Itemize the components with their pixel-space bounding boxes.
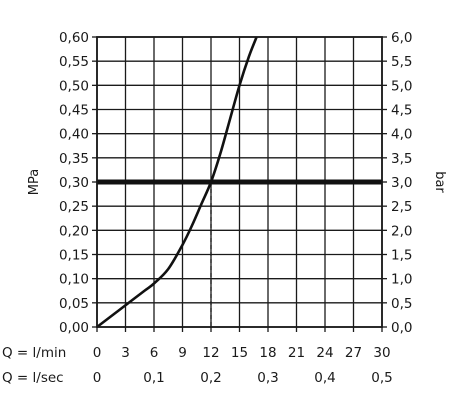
- y-tick-label-right-10: 5,0: [391, 78, 412, 94]
- y-tick-label-left-3: 0,15: [59, 248, 89, 264]
- y-tick-label-left-12: 0,60: [59, 30, 89, 46]
- x-tick-label-lmin-3: 9: [178, 345, 187, 361]
- x-tick-label-lmin-10: 30: [373, 345, 390, 361]
- x-tick-label-lmin-6: 18: [259, 345, 276, 361]
- y-tick-label-left-2: 0,10: [59, 272, 89, 288]
- y-tick-label-right-3: 1,5: [391, 248, 412, 264]
- y-tick-label-left-6: 0,30: [59, 175, 89, 191]
- y-axis-title-left: MPa: [27, 169, 42, 195]
- y-tick-label-left-11: 0,55: [59, 54, 89, 70]
- series-curve: [96, 36, 258, 329]
- x-tick-label-lmin-2: 6: [150, 345, 159, 361]
- y-tick-label-right-11: 5,5: [391, 54, 412, 70]
- y-tick-label-left-9: 0,45: [59, 103, 89, 119]
- y-tick-label-right-12: 6,0: [391, 30, 412, 46]
- x-tick-label-lmin-1: 3: [121, 345, 130, 361]
- x-tick-label-lsec-2: 0,2: [200, 370, 221, 386]
- y-tick-label-left-7: 0,35: [59, 151, 89, 167]
- y-tick-label-right-6: 3,0: [391, 175, 412, 191]
- y-tick-label-left-0: 0,00: [59, 320, 89, 336]
- y-tick-label-left-8: 0,40: [59, 127, 89, 143]
- y-tick-label-right-4: 2,0: [391, 223, 412, 239]
- x-tick-label-lsec-1: 0,1: [143, 370, 164, 386]
- tick-marks: [92, 36, 387, 332]
- y-axis-title-right: bar: [432, 171, 447, 193]
- x-tick-label-lmin-7: 21: [288, 345, 305, 361]
- reference-lines: [97, 179, 382, 327]
- y-tick-label-right-7: 3,5: [391, 151, 412, 167]
- y-tick-label-right-2: 1,0: [391, 272, 412, 288]
- x-tick-label-lmin-4: 12: [202, 345, 219, 361]
- y-tick-label-right-5: 2,5: [391, 199, 412, 215]
- y-tick-label-left-4: 0,20: [59, 223, 89, 239]
- x-tick-label-lmin-0: 0: [93, 345, 102, 361]
- x-axis-row-label-lsec: Q = l/sec: [2, 370, 64, 386]
- y-tick-label-left-5: 0,25: [59, 199, 89, 215]
- tick-labels: 0,00 0,00,05 0,50,10 1,00,15 1,50,20 2,00,25 2…: [59, 30, 413, 386]
- x-tick-label-lsec-3: 0,3: [257, 370, 278, 386]
- x-tick-label-lsec-5: 0,5: [371, 370, 392, 386]
- y-tick-label-right-8: 4,0: [391, 127, 412, 143]
- x-tick-label-lsec-0: 0: [93, 370, 102, 386]
- y-tick-label-right-9: 4,5: [391, 103, 412, 119]
- x-tick-label-lmin-5: 15: [231, 345, 248, 361]
- x-tick-label-lsec-4: 0,4: [314, 370, 335, 386]
- y-tick-label-right-0: 0,0: [391, 320, 412, 336]
- y-tick-label-left-10: 0,50: [59, 78, 89, 94]
- y-tick-label-left-1: 0,05: [59, 296, 89, 312]
- y-tick-label-right-1: 0,5: [391, 296, 412, 312]
- series-curve-group: [96, 36, 258, 329]
- x-tick-label-lmin-8: 24: [316, 345, 333, 361]
- x-tick-label-lmin-9: 27: [345, 345, 362, 361]
- x-axis-row-label-lmin: Q = l/min: [2, 345, 66, 361]
